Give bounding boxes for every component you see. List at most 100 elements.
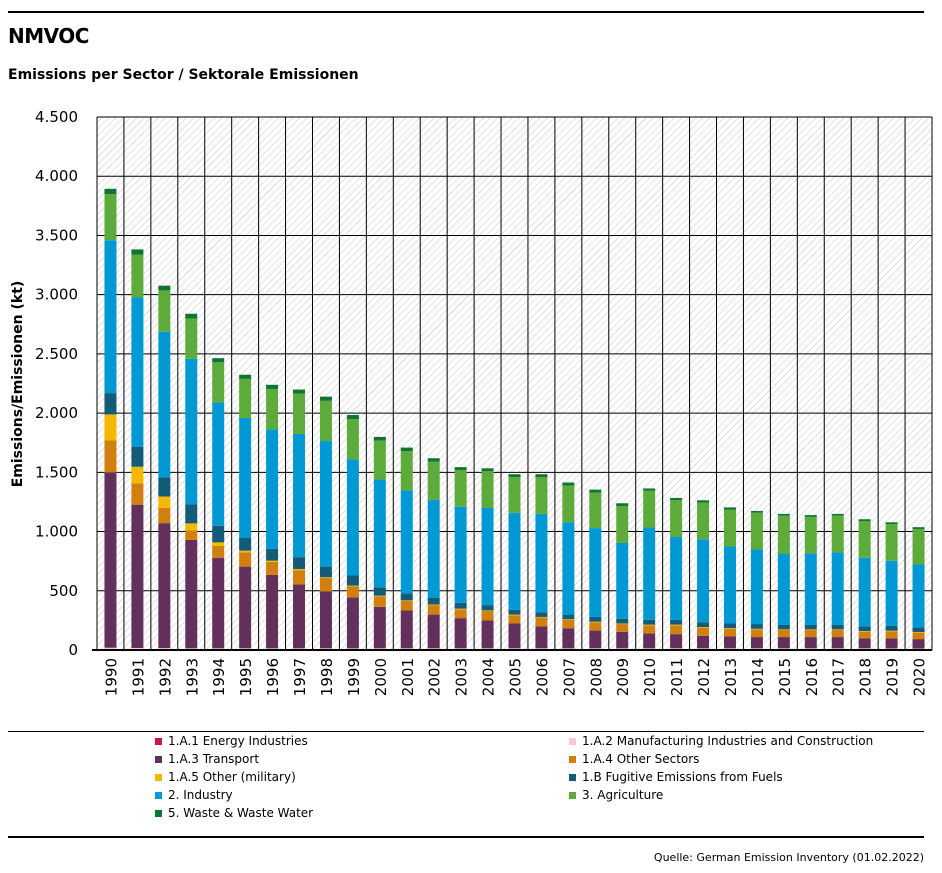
bar-segment <box>804 516 817 554</box>
legend-label: 1.B Fugitive Emissions from Fuels <box>582 770 783 784</box>
legend-label: 1.A.1 Energy Industries <box>168 734 308 748</box>
bar-stack-1992 <box>158 285 171 650</box>
bar-segment <box>185 358 198 505</box>
bar-segment <box>104 414 117 441</box>
bar-segment <box>831 624 844 630</box>
bar-segment <box>293 648 306 650</box>
bar-segment <box>508 474 521 478</box>
y-tick-label: 4.500 <box>35 108 78 126</box>
bar-segment <box>427 605 440 615</box>
y-tick-label: 0 <box>68 641 78 659</box>
bar-segment <box>777 637 790 649</box>
bar-segment <box>131 249 144 255</box>
bar-stack-2008 <box>589 489 602 650</box>
bar-segment <box>293 568 306 571</box>
bar-segment <box>266 548 279 561</box>
legend-item: 1.A.4 Other Sectors <box>569 752 699 766</box>
bar-segment <box>481 605 494 611</box>
bar-segment <box>266 388 279 430</box>
bar-segment <box>616 648 629 650</box>
bar-segment <box>831 552 844 625</box>
chart-title: NMVOC <box>8 24 89 48</box>
bar-segment <box>697 627 710 628</box>
bar-stack-2014 <box>750 510 763 650</box>
bar-segment <box>427 648 440 650</box>
bar-segment <box>185 313 198 319</box>
bar-segment <box>562 619 575 620</box>
y-tick-label: 2.500 <box>35 345 78 363</box>
bar-stack-2004 <box>481 468 494 650</box>
bar-segment <box>346 575 359 586</box>
bar-segment <box>346 597 359 649</box>
bar-segment <box>723 509 736 547</box>
bar-segment <box>104 240 117 394</box>
bar-segment <box>400 648 413 650</box>
bar-segment <box>427 614 440 649</box>
legend-label: 3. Agriculture <box>582 788 664 802</box>
bar-segment <box>104 440 117 473</box>
bar-segment <box>777 629 790 638</box>
x-tick-label: 2019 <box>884 658 902 696</box>
y-tick-label: 500 <box>49 582 78 600</box>
legend-label: 1.A.3 Transport <box>168 752 260 766</box>
bar-stack-2017 <box>831 513 844 650</box>
x-tick-label: 2013 <box>722 658 740 696</box>
bar-segment <box>427 598 440 605</box>
bar-segment <box>373 596 386 607</box>
bar-segment <box>346 419 359 460</box>
bar-segment <box>293 557 306 569</box>
bar-segment <box>104 393 117 415</box>
bar-stack-2015 <box>777 513 790 650</box>
gridlines <box>96 116 933 651</box>
bar-segment <box>670 537 683 620</box>
bar-segment <box>858 631 871 632</box>
bar-segment <box>697 502 710 540</box>
bar-segment <box>319 577 332 592</box>
bar-segment <box>858 638 871 649</box>
bar-segment <box>643 633 656 649</box>
bar-segment <box>185 504 198 524</box>
bar-segment <box>804 637 817 649</box>
bar-segment <box>373 595 386 597</box>
bar-segment <box>104 472 117 648</box>
bar-stack-2002 <box>427 458 440 650</box>
x-tick-label: 2016 <box>803 658 821 696</box>
legend-swatch <box>155 737 162 745</box>
y-tick-label: 3.500 <box>35 226 78 244</box>
bar-segment <box>454 602 467 609</box>
legend-swatch <box>155 809 162 817</box>
bar-segment <box>562 482 575 486</box>
bar-segment <box>643 527 656 620</box>
bar-segment <box>131 446 144 467</box>
bar-segment <box>750 648 763 650</box>
bar-segment <box>346 459 359 576</box>
x-tick-label: 1994 <box>210 658 228 696</box>
bar-segment <box>831 629 844 638</box>
bar-segment <box>185 539 198 649</box>
bar-segment <box>670 648 683 650</box>
bar-segment <box>831 629 844 630</box>
bar-segment <box>750 629 763 638</box>
chart-subtitle: Emissions per Sector / Sektorale Emissio… <box>8 67 359 83</box>
bar-segment <box>212 525 225 543</box>
bar-segment <box>912 564 925 628</box>
bar-segment <box>777 629 790 630</box>
bar-segment <box>670 634 683 649</box>
bar-stack-1995 <box>239 374 252 650</box>
bar-segment <box>454 470 467 507</box>
bar-segment <box>319 577 332 578</box>
bar-segment <box>858 557 871 627</box>
bar-stack-2012 <box>697 500 710 650</box>
bar-segment <box>804 553 817 625</box>
bar-segment <box>723 507 736 510</box>
x-tick-label: 2012 <box>695 658 713 696</box>
bar-segment <box>346 648 359 650</box>
bar-segment <box>131 466 144 484</box>
bar-segment <box>293 433 306 558</box>
bar-segment <box>266 561 279 575</box>
bar-segment <box>723 623 736 629</box>
top-rule <box>8 11 924 13</box>
bar-segment <box>454 618 467 649</box>
bar-segment <box>373 479 386 588</box>
bar-segment <box>616 503 629 507</box>
